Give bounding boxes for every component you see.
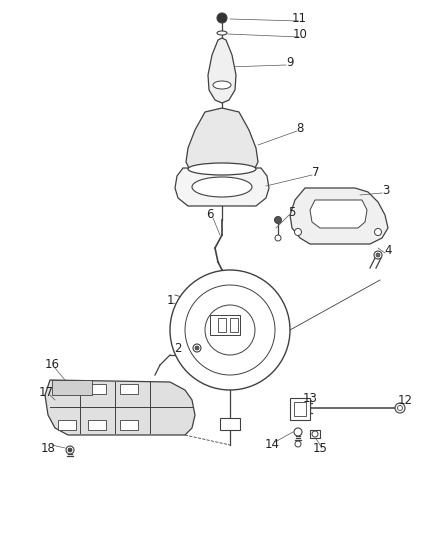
Bar — [52, 380, 92, 395]
Circle shape — [217, 13, 227, 23]
Text: 1: 1 — [166, 294, 174, 306]
Ellipse shape — [188, 163, 256, 175]
Ellipse shape — [192, 177, 252, 197]
Bar — [120, 384, 138, 394]
Polygon shape — [45, 380, 195, 435]
Text: 7: 7 — [312, 166, 320, 179]
Bar — [120, 420, 138, 430]
Text: 11: 11 — [292, 12, 307, 25]
Text: 8: 8 — [297, 122, 304, 134]
Circle shape — [376, 253, 380, 257]
Circle shape — [294, 229, 301, 236]
Bar — [214, 278, 230, 286]
Bar — [218, 318, 226, 332]
Bar — [88, 420, 106, 430]
Bar — [58, 420, 76, 430]
Bar — [294, 402, 306, 416]
Text: 6: 6 — [206, 208, 214, 222]
Polygon shape — [186, 108, 258, 170]
Circle shape — [193, 344, 201, 352]
Text: 14: 14 — [265, 439, 279, 451]
Ellipse shape — [213, 81, 231, 89]
Circle shape — [185, 285, 275, 375]
Bar — [310, 430, 320, 438]
Circle shape — [398, 406, 403, 410]
Bar — [58, 384, 76, 394]
Circle shape — [275, 235, 281, 241]
Bar — [220, 418, 240, 430]
Circle shape — [205, 305, 255, 355]
Polygon shape — [175, 168, 269, 206]
Text: 13: 13 — [303, 392, 318, 405]
Text: 18: 18 — [41, 441, 56, 455]
Circle shape — [195, 346, 199, 350]
Circle shape — [294, 428, 302, 436]
Circle shape — [170, 270, 290, 390]
Polygon shape — [208, 38, 236, 103]
Circle shape — [395, 403, 405, 413]
Circle shape — [295, 441, 301, 447]
Text: 4: 4 — [384, 244, 392, 256]
Text: 9: 9 — [286, 55, 294, 69]
Polygon shape — [290, 188, 388, 244]
Bar — [210, 315, 240, 335]
Text: 17: 17 — [39, 385, 53, 399]
Circle shape — [374, 251, 382, 259]
Ellipse shape — [217, 31, 227, 35]
Text: 10: 10 — [293, 28, 307, 42]
Bar — [88, 384, 106, 394]
Text: 2: 2 — [174, 342, 182, 354]
Circle shape — [374, 229, 381, 236]
Text: 16: 16 — [45, 359, 60, 372]
Circle shape — [275, 216, 282, 223]
Polygon shape — [310, 200, 367, 228]
Text: 5: 5 — [288, 206, 296, 219]
Text: 12: 12 — [398, 393, 413, 407]
Circle shape — [312, 431, 318, 437]
Text: 3: 3 — [382, 183, 390, 197]
Bar — [290, 398, 310, 420]
Bar — [230, 318, 238, 332]
Circle shape — [68, 448, 72, 452]
Text: 15: 15 — [313, 441, 328, 455]
Circle shape — [66, 446, 74, 454]
